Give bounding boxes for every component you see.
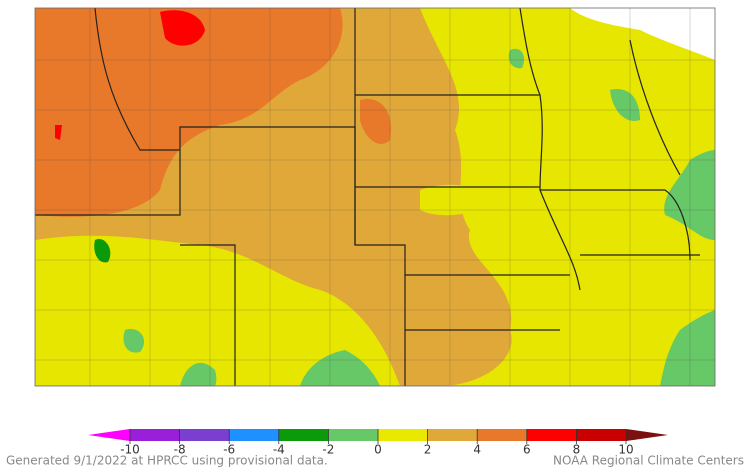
colorbar-bin [526, 429, 577, 441]
map [34, 7, 716, 387]
colorbar-tick-label: 6 [523, 443, 531, 457]
county-grid [35, 8, 715, 386]
colorbar-tick-label: 8 [573, 443, 581, 457]
colorbar: -10 -8 -6 -4 -2 0 2 4 6 8 10 [88, 429, 668, 457]
colorbar-bin [477, 429, 527, 441]
colorbar-bin [576, 429, 626, 441]
colorbar-tick-label: 0 [374, 443, 382, 457]
colorbar-bin [278, 429, 329, 441]
colorbar-tick-label: -2 [322, 443, 334, 457]
colorbar-tick-label: -4 [273, 443, 285, 457]
footer-right: NOAA Regional Climate Centers [553, 454, 744, 468]
colorbar-bin [130, 429, 180, 441]
cool-spot [610, 89, 640, 121]
cool-spot [420, 184, 490, 216]
cool-spot [180, 362, 217, 386]
cool-spot [123, 329, 145, 353]
cool-spot [300, 350, 380, 386]
colorbar-tick-label: -6 [223, 443, 235, 457]
colorbar-tick-label: -10 [120, 443, 140, 457]
colorbar-bin [179, 429, 230, 441]
hot-spot [160, 10, 205, 46]
colorbar-bin [229, 429, 279, 441]
cool-spot [664, 150, 715, 240]
colorbar-tick-label: -8 [174, 443, 186, 457]
hot-spot [360, 99, 391, 144]
hot-spot [55, 125, 62, 140]
cool-spot [660, 310, 715, 386]
cool-spot [508, 48, 525, 69]
colorbar-tick-label: 2 [424, 443, 432, 457]
map-frame [34, 7, 716, 387]
cool-spot [94, 239, 111, 263]
colorbar-bin [328, 429, 378, 441]
colorbar-high-end [626, 429, 668, 441]
lake [570, 8, 715, 60]
state-borders [35, 7, 700, 386]
colorbar-tick-label: 4 [473, 443, 481, 457]
footer-left: Generated 9/1/2022 at HPRCC using provis… [6, 454, 328, 468]
colorbar-low-end [88, 429, 130, 441]
colorbar-bin [427, 429, 478, 441]
colorbar-bin [378, 429, 428, 441]
colorbar-tick-label: 10 [618, 443, 633, 457]
